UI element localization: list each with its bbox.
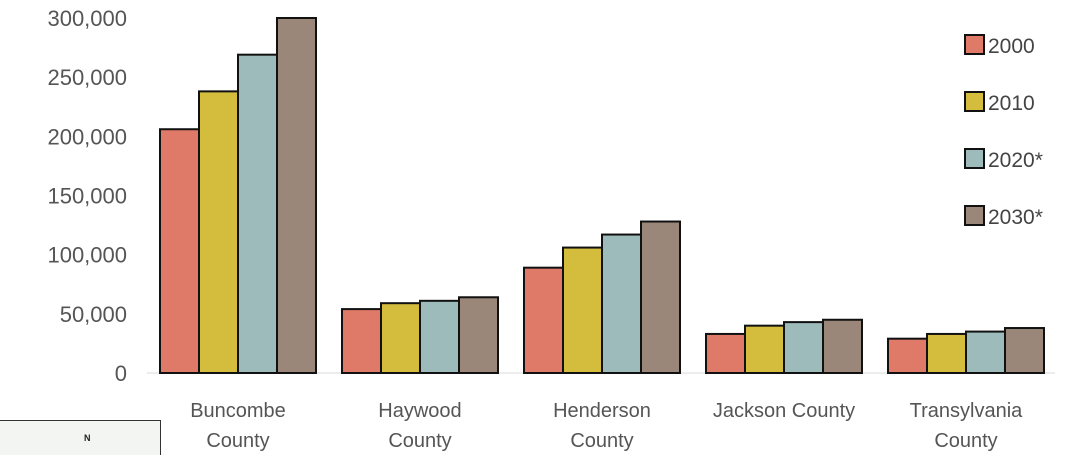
north-arrow-label: N <box>84 433 91 443</box>
bar-2030-4 <box>1004 327 1045 374</box>
legend-swatch <box>964 91 985 112</box>
map-inset <box>0 420 161 455</box>
bar-2010-1 <box>380 302 421 374</box>
legend-label: 2030* <box>988 206 1043 229</box>
bar-2030-3 <box>822 318 863 374</box>
y-tick-label: 100,000 <box>47 243 127 268</box>
bar-2000-2 <box>523 266 564 374</box>
legend-swatch <box>964 205 985 226</box>
bar-2000-3 <box>705 332 746 375</box>
legend-swatch <box>964 34 985 55</box>
x-axis: Buncombe County Haywood County Henderson Coun… <box>190 400 1023 452</box>
bars <box>159 17 1045 375</box>
x-tick-label: Haywood <box>378 400 461 422</box>
y-tick-label: 0 <box>115 361 127 386</box>
y-tick-label: 50,000 <box>60 302 127 327</box>
bar-2020-4 <box>965 330 1006 375</box>
legend-label: 2000 <box>988 35 1035 58</box>
bar-2030-1 <box>458 296 499 374</box>
legend: 2000 2010 2020* 2030* <box>964 34 1043 229</box>
bar-2000-0 <box>159 128 200 374</box>
bar-2020-1 <box>419 299 460 375</box>
y-tick-label: 200,000 <box>47 124 127 149</box>
bar-2020-0 <box>237 53 278 375</box>
bar-2020-2 <box>601 233 642 374</box>
x-tick-label: County <box>570 430 633 452</box>
legend-label: 2010 <box>988 92 1035 115</box>
y-tick-label: 150,000 <box>47 184 127 209</box>
bar-2020-3 <box>783 321 824 375</box>
x-tick-label: County <box>934 430 997 452</box>
x-tick-label: County <box>206 430 269 452</box>
x-tick-label: Buncombe <box>190 400 286 422</box>
bar-2010-0 <box>198 90 239 374</box>
legend-swatch <box>964 148 985 169</box>
x-tick-label: Henderson <box>553 400 651 422</box>
y-tick-label: 300,000 <box>47 6 127 31</box>
bar-2030-0 <box>276 17 317 374</box>
x-tick-label: County <box>388 430 451 452</box>
y-tick-label: 250,000 <box>47 65 127 90</box>
x-tick-label: Transylvania <box>910 400 1024 422</box>
legend-label: 2020* <box>988 149 1043 172</box>
bar-2000-4 <box>887 337 928 374</box>
bar-2010-4 <box>926 332 967 375</box>
bar-2010-2 <box>562 246 603 374</box>
x-tick-label: Jackson County <box>713 400 855 422</box>
bar-2010-3 <box>744 324 785 374</box>
bar-2030-2 <box>640 220 681 374</box>
bar-2000-1 <box>341 308 382 375</box>
